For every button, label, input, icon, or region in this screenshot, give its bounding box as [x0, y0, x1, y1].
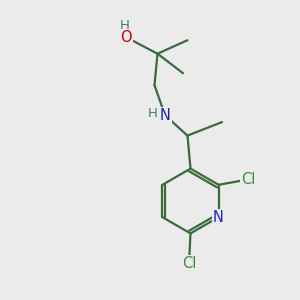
Text: O: O: [120, 30, 132, 45]
Text: N: N: [213, 210, 224, 225]
Text: H: H: [148, 107, 157, 120]
Text: H: H: [120, 19, 129, 32]
Text: Cl: Cl: [182, 256, 196, 271]
Text: Cl: Cl: [242, 172, 256, 187]
Text: N: N: [160, 108, 170, 123]
